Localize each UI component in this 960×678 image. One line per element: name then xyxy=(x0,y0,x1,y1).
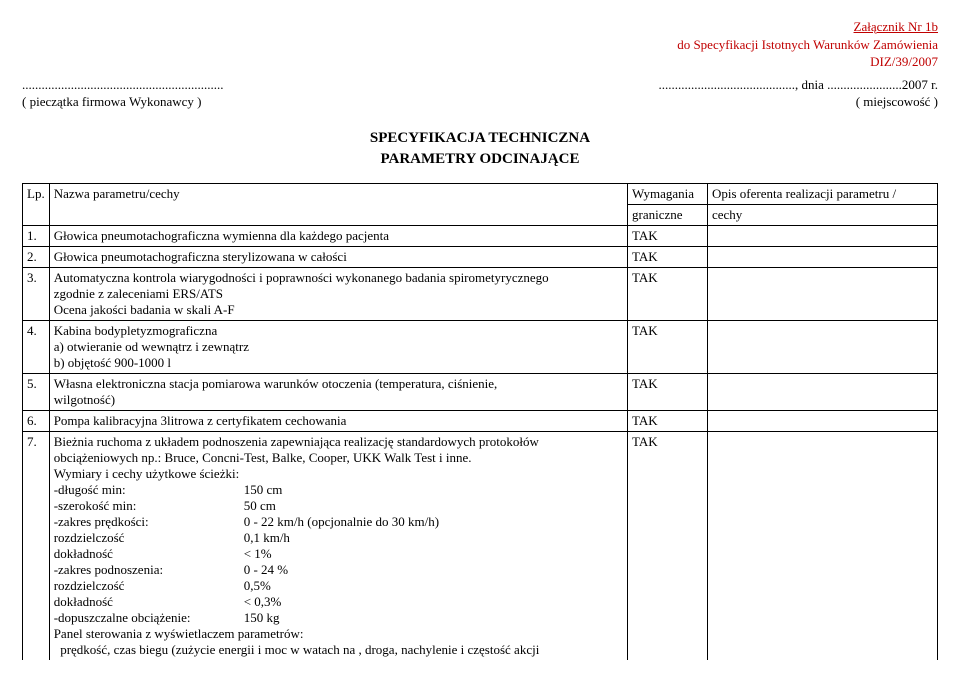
cell-lp: 5. xyxy=(23,373,50,410)
param-label: dokładność xyxy=(54,594,244,610)
cell-nazwa: Własna elektroniczna stacja pomiarowa wa… xyxy=(49,373,627,410)
cell-nazwa: Głowica pneumotachograficzna wymienna dl… xyxy=(49,225,627,246)
param-value: 0,5% xyxy=(244,578,271,594)
table-header-row: Lp. Nazwa parametru/cechy Wymagania Opis… xyxy=(23,183,938,204)
cell-lp: 7. xyxy=(23,431,50,660)
param-value: 0 - 24 % xyxy=(244,562,288,578)
cell-lp: 1. xyxy=(23,225,50,246)
table-row: 4.Kabina bodypletyzmograficznaa) otwiera… xyxy=(23,320,938,373)
table-row: 5.Własna elektroniczna stacja pomiarowa … xyxy=(23,373,938,410)
title-block: SPECYFIKACJA TECHNICZNA PARAMETRY ODCINA… xyxy=(22,128,938,169)
attachment-line2: do Specyfikacji Istotnych Warunków Zamów… xyxy=(22,36,938,54)
cell-opis xyxy=(708,431,938,660)
param-value: < 1% xyxy=(244,546,272,562)
cell-wym: TAK xyxy=(628,373,708,410)
cell-wym: TAK xyxy=(628,410,708,431)
cell-wym: TAK xyxy=(628,267,708,320)
cell-wym: TAK xyxy=(628,320,708,373)
cell-nazwa: Bieżnia ruchoma z układem podnoszenia za… xyxy=(49,431,627,660)
cell-lp: 6. xyxy=(23,410,50,431)
param-label: dokładność xyxy=(54,546,244,562)
title-line2: PARAMETRY ODCINAJĄCE xyxy=(22,149,938,169)
cell-lp: 3. xyxy=(23,267,50,320)
cell-opis xyxy=(708,246,938,267)
col-nazwa: Nazwa parametru/cechy xyxy=(49,183,627,204)
stamp-caption-left: ( pieczątka firmowa Wykonawcy ) xyxy=(22,94,224,111)
col-wym-2: graniczne xyxy=(628,204,708,225)
stamp-dots-left: ........................................… xyxy=(22,77,224,94)
col-opis-2: cechy xyxy=(708,204,938,225)
title-line1: SPECYFIKACJA TECHNICZNA xyxy=(22,128,938,148)
cell-opis xyxy=(708,320,938,373)
table-row: 6.Pompa kalibracyjna 3litrowa z certyfik… xyxy=(23,410,938,431)
cell-nazwa: Kabina bodypletyzmograficznaa) otwierani… xyxy=(49,320,627,373)
table-row: 2.Głowica pneumotachograficzna sterylizo… xyxy=(23,246,938,267)
cell-lp: 2. xyxy=(23,246,50,267)
cell-opis xyxy=(708,225,938,246)
col-nazwa-2 xyxy=(49,204,627,225)
param-label: rozdzielczość xyxy=(54,530,244,546)
param-label: -zakres prędkości: xyxy=(54,514,244,530)
cell-nazwa: Automatyczna kontrola wiarygodności i po… xyxy=(49,267,627,320)
param-value: 50 cm xyxy=(244,498,276,514)
param-label: -dopuszczalne obciążenie: xyxy=(54,610,244,626)
cell-wym: TAK xyxy=(628,225,708,246)
col-wym-1: Wymagania xyxy=(628,183,708,204)
cell-nazwa: Głowica pneumotachograficzna sterylizowa… xyxy=(49,246,627,267)
place-caption: ( miejscowość ) xyxy=(659,94,939,111)
table-body: 1.Głowica pneumotachograficzna wymienna … xyxy=(23,225,938,660)
cell-lp: 4. xyxy=(23,320,50,373)
stamp-right: ........................................… xyxy=(659,77,939,111)
cell-opis xyxy=(708,410,938,431)
table-header-row-2: graniczne cechy xyxy=(23,204,938,225)
place-date-line: ........................................… xyxy=(659,77,939,94)
param-value: 150 cm xyxy=(244,482,283,498)
cell-opis xyxy=(708,267,938,320)
param-label: -długość min: xyxy=(54,482,244,498)
cell-wym: TAK xyxy=(628,246,708,267)
param-label: rozdzielczość xyxy=(54,578,244,594)
cell-wym: TAK xyxy=(628,431,708,660)
cell-nazwa: Pompa kalibracyjna 3litrowa z certyfikat… xyxy=(49,410,627,431)
attachment-header: Załącznik Nr 1b do Specyfikacji Istotnyc… xyxy=(22,18,938,71)
stamp-left: ........................................… xyxy=(22,77,224,111)
cell-opis xyxy=(708,373,938,410)
table-row: 3.Automatyczna kontrola wiarygodności i … xyxy=(23,267,938,320)
attachment-line1: Załącznik Nr 1b xyxy=(22,18,938,36)
param-label: -szerokość min: xyxy=(54,498,244,514)
param-label: -zakres podnoszenia: xyxy=(54,562,244,578)
param-value: 0,1 km/h xyxy=(244,530,290,546)
param-value: < 0,3% xyxy=(244,594,282,610)
col-opis-1: Opis oferenta realizacji parametru / xyxy=(708,183,938,204)
spec-table: Lp. Nazwa parametru/cechy Wymagania Opis… xyxy=(22,183,938,660)
table-row: 7.Bieżnia ruchoma z układem podnoszenia … xyxy=(23,431,938,660)
col-lp: Lp. xyxy=(23,183,50,225)
param-value: 150 kg xyxy=(244,610,280,626)
stamp-row: ........................................… xyxy=(22,77,938,111)
attachment-line3: DIZ/39/2007 xyxy=(22,53,938,71)
table-row: 1.Głowica pneumotachograficzna wymienna … xyxy=(23,225,938,246)
param-value: 0 - 22 km/h (opcjonalnie do 30 km/h) xyxy=(244,514,439,530)
